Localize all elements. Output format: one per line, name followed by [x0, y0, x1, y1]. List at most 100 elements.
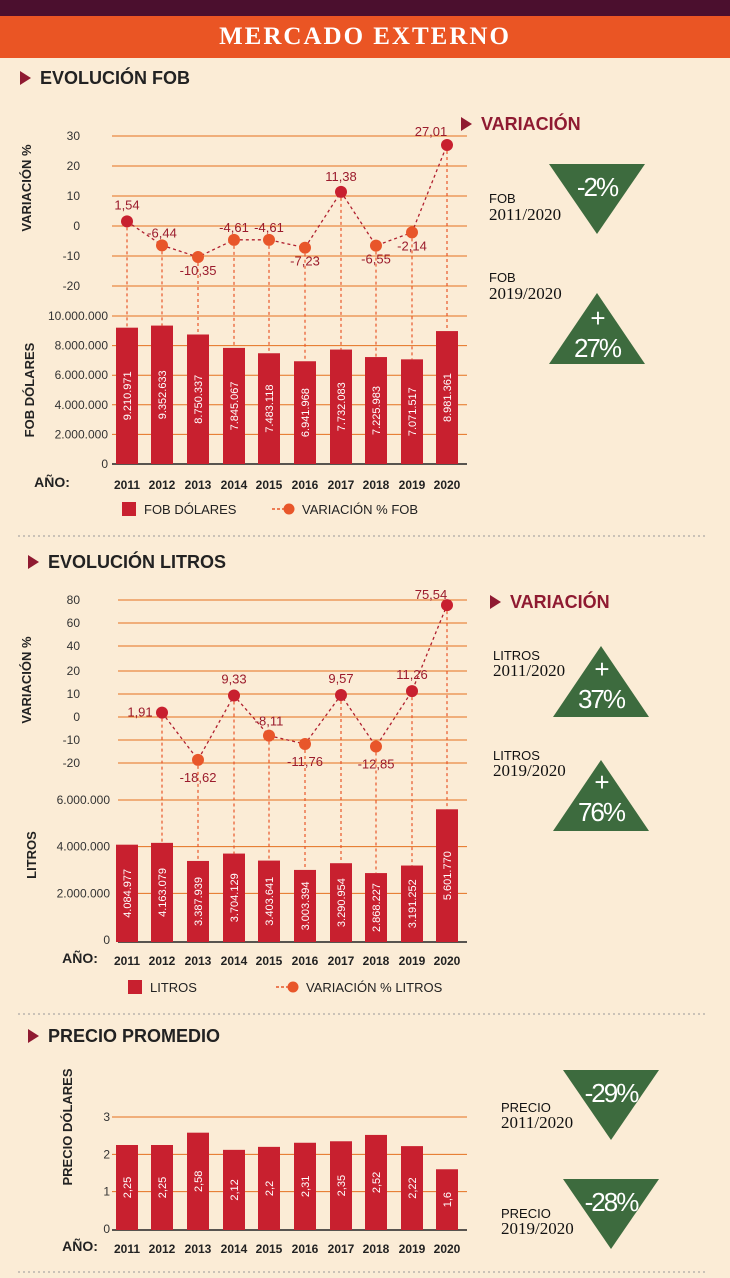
tick-label-bar-litros: 2.000.000 [57, 886, 111, 900]
point-label-litros-2015: -8,11 [255, 714, 284, 729]
variation-period-precio-2: 2019/2020 [501, 1219, 574, 1238]
bar-litros-2020 [436, 809, 458, 942]
bar-precio-2018 [365, 1134, 387, 1230]
tick-label-variation-litros: 0 [73, 710, 80, 724]
x-tick-precio-2011: 2011 [114, 1242, 140, 1256]
point-variation-fob-2012 [156, 239, 168, 252]
point-variation-fob-2014 [228, 233, 240, 246]
variation-period-precio-1: 2011/2020 [501, 1113, 573, 1132]
variation-pct-fob-2-value: 27% [574, 333, 622, 363]
x-tick-precio-2012: 2012 [149, 1242, 176, 1256]
legend-point-litros [287, 981, 299, 993]
x-tick-fob-2020: 2020 [434, 478, 461, 492]
point-label-fob-2013: -10,35 [180, 263, 217, 278]
variation-litros-2-triangle-icon [553, 760, 649, 831]
point-label-fob-2020: 27,01 [415, 124, 448, 139]
bar-label-precio-2015: 2,2 [264, 1181, 276, 1196]
section-title-litros-arrow-icon [28, 555, 39, 569]
x-axis-title-precio: AÑO: [62, 1237, 98, 1254]
tick-label-bar-precio: 0 [103, 1222, 110, 1236]
series-line-variation-fob [126, 144, 448, 258]
tick-label-variation-litros: 20 [67, 664, 81, 678]
x-tick-fob-2018: 2018 [363, 478, 390, 492]
variation-pct-litros-1-value: 37% [578, 684, 626, 714]
bar-litros-2016 [294, 869, 316, 942]
variation-pct-precio-2-value: -28% [585, 1187, 640, 1217]
x-tick-litros-2012: 2012 [149, 954, 176, 968]
legend-label-bar-fob: FOB DÓLARES [144, 502, 237, 517]
section-title-fob: EVOLUCIÓN FOB [40, 67, 190, 88]
x-tick-fob-2013: 2013 [185, 478, 212, 492]
axis-title-variation-litros: VARIACIÓN % [19, 636, 34, 724]
x-tick-fob-2017: 2017 [328, 478, 355, 492]
bar-litros-2015 [258, 860, 280, 942]
bar-label-fob-2011: 9.210.971 [122, 371, 134, 420]
x-tick-fob-2011: 2011 [114, 478, 140, 492]
variation-cap-precio-2: PRECIO [501, 1206, 551, 1221]
bar-litros-2013 [187, 860, 209, 942]
bar-precio-2013 [187, 1132, 209, 1230]
bar-litros-2014 [223, 853, 245, 942]
tick-label-variation-litros: 10 [67, 687, 81, 701]
variation-pct-precio-1-value: -29% [585, 1078, 640, 1108]
x-tick-fob-2015: 2015 [256, 478, 283, 492]
bar-precio-2016 [294, 1142, 316, 1230]
variation-fob-2-triangle-icon [549, 293, 645, 364]
bar-label-precio-2013: 2,58 [193, 1171, 205, 1192]
variation-arrow-icon [461, 117, 472, 131]
x-tick-precio-2015: 2015 [256, 1242, 283, 1256]
variation-period-litros-2: 2019/2020 [493, 761, 566, 780]
bar-precio-2017 [330, 1141, 352, 1230]
tick-label-variation-litros: -10 [63, 733, 81, 747]
tick-label-variation-litros: -20 [63, 756, 81, 770]
x-tick-litros-2017: 2017 [328, 954, 355, 968]
legend-label-line-litros: VARIACIÓN % LITROS [306, 980, 443, 995]
section-title-precio-arrow-icon [28, 1029, 39, 1043]
bar-label-litros-2015: 3.403.641 [264, 877, 276, 926]
bar-fob-2011 [116, 327, 138, 464]
bar-litros-2019 [401, 865, 423, 942]
bar-fob-2016 [294, 361, 316, 464]
bar-precio-2012 [151, 1145, 173, 1230]
variation-arrow-icon-litros [490, 595, 501, 609]
bar-label-precio-2020: 1,6 [442, 1192, 454, 1207]
bar-label-precio-2017: 2,35 [336, 1175, 348, 1196]
x-tick-fob-2016: 2016 [292, 478, 319, 492]
x-tick-fob-2019: 2019 [399, 478, 426, 492]
point-variation-fob-2015 [263, 233, 275, 246]
legend-point-fob [283, 503, 295, 515]
bar-fob-2017 [330, 349, 352, 464]
tick-label-variation: 30 [67, 129, 81, 143]
section-title-litros: EVOLUCIÓN LITROS [48, 551, 226, 572]
bar-label-fob-2019: 7.071.517 [407, 387, 419, 436]
tick-label-variation-litros: 60 [67, 616, 81, 630]
tick-label-bar-litros: 6.000.000 [57, 793, 111, 807]
point-variation-fob-2016 [299, 241, 311, 254]
x-tick-fob-2012: 2012 [149, 478, 176, 492]
point-variation-litros-2017 [335, 688, 347, 701]
bar-label-fob-2020: 8.981.361 [442, 373, 454, 422]
bar-litros-2012 [151, 842, 173, 942]
point-variation-litros-2018 [370, 740, 382, 753]
bar-precio-2015 [258, 1146, 280, 1230]
series-line-variation-litros [161, 604, 448, 762]
axis-title-fob: FOB DÓLARES [22, 342, 37, 437]
variation-precio-2-triangle-icon [563, 1179, 659, 1249]
tick-label-variation: 10 [67, 189, 81, 203]
bar-precio-2020 [436, 1169, 458, 1230]
legend-label-bar-litros: LITROS [150, 980, 197, 995]
bar-label-litros-2013: 3.387.939 [193, 877, 205, 926]
point-label-fob-2019: -2,14 [397, 238, 427, 253]
bar-label-litros-2016: 3.003.394 [300, 881, 312, 930]
x-tick-litros-2018: 2018 [363, 954, 390, 968]
variation-precio-1-triangle-icon [563, 1070, 659, 1140]
tick-label-variation: -10 [63, 249, 81, 263]
x-tick-precio-2016: 2016 [292, 1242, 319, 1256]
legend-label-line-fob: VARIACIÓN % FOB [302, 502, 418, 517]
variation-title-litros: VARIACIÓN [510, 591, 610, 612]
bar-fob-2014 [223, 347, 245, 464]
x-tick-precio-2014: 2014 [221, 1242, 248, 1256]
tick-label-variation-litros: 80 [67, 593, 81, 607]
bar-fob-2012 [151, 325, 173, 464]
